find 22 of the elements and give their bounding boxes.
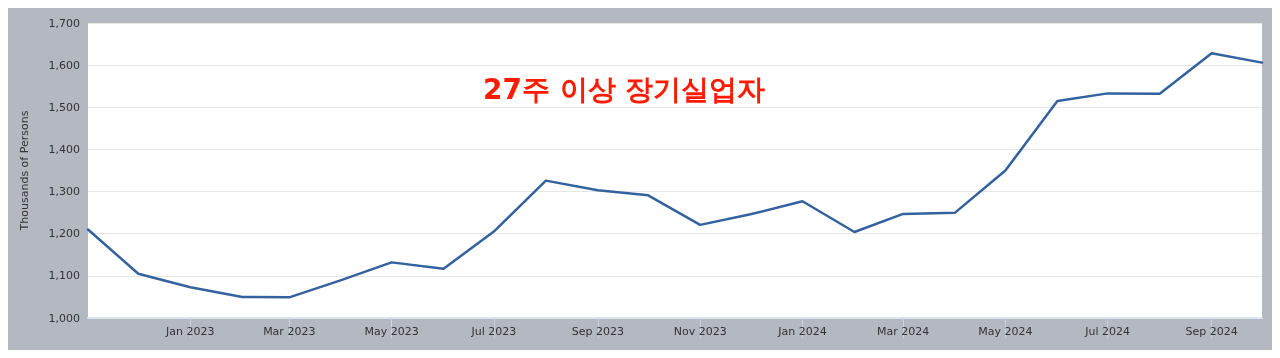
x-tick-label: May 2023 xyxy=(364,325,419,338)
y-tick-label: 1,200 xyxy=(48,227,80,241)
x-tick-label: Jan 2023 xyxy=(165,325,215,338)
y-tick-label: 1,600 xyxy=(48,58,80,72)
y-tick-label: 1,100 xyxy=(48,269,80,283)
y-tick-label: 1,300 xyxy=(48,185,80,199)
x-tick-label: Mar 2023 xyxy=(263,325,316,338)
y-tick-label: 1,000 xyxy=(48,311,80,325)
x-tick-label: Jan 2024 xyxy=(777,325,827,338)
x-tick-label: Jul 2024 xyxy=(1084,325,1131,338)
x-tick-label: Mar 2024 xyxy=(876,325,930,338)
x-tick-label: Sep 2024 xyxy=(1185,325,1238,338)
y-tick-label: 1,400 xyxy=(48,142,80,156)
y-tick-label: 1,500 xyxy=(48,100,80,114)
x-tick-label: Nov 2023 xyxy=(673,325,727,338)
y-tick-label: 1,700 xyxy=(48,16,80,30)
x-tick-label: May 2024 xyxy=(978,325,1033,338)
x-tick-label: Sep 2023 xyxy=(571,325,624,338)
y-axis-title: Thousands of Persons xyxy=(18,110,31,232)
line-series xyxy=(86,52,1264,299)
x-tick-label: Jul 2023 xyxy=(470,325,517,338)
text: 27주 이상 장기실업자 xyxy=(483,72,766,106)
